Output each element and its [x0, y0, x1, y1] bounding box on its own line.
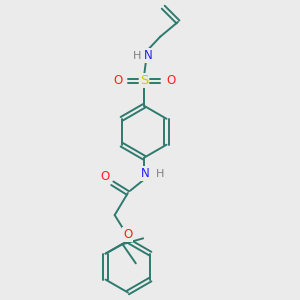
Text: O: O [100, 170, 110, 183]
Text: S: S [140, 74, 148, 87]
Text: O: O [113, 74, 122, 87]
Text: N: N [141, 167, 150, 180]
Text: N: N [144, 49, 152, 62]
Text: O: O [166, 74, 175, 87]
Text: H: H [155, 169, 164, 179]
Text: H: H [133, 51, 141, 61]
Text: O: O [123, 228, 133, 241]
